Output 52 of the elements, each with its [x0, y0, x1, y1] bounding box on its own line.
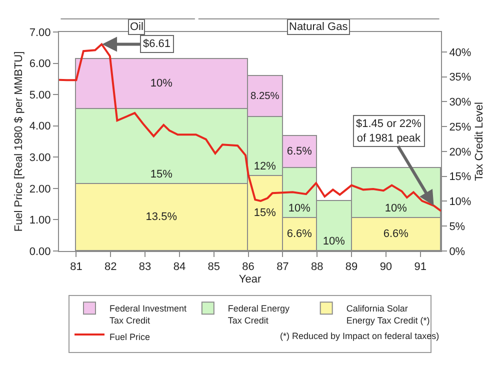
- legend-label: Federal Investment Tax Credit: [110, 304, 188, 326]
- x-axis-title: Year: [238, 273, 262, 286]
- x-tick-label: 85: [208, 261, 220, 274]
- y-tick-label: 7.00: [29, 26, 51, 39]
- y-tick-label: 4.00: [29, 120, 51, 133]
- data-label: 6.6%: [286, 228, 312, 240]
- x-tick-label: 88: [310, 261, 324, 274]
- y-tick-label: 6.00: [29, 58, 51, 70]
- annotation: $1.45 or 22% of 1981 peak: [356, 118, 422, 144]
- y2-tick-label: 0%: [449, 246, 466, 258]
- x-tick-label: 82: [104, 261, 117, 274]
- y2-tick-label: 5%: [449, 220, 466, 233]
- data-label: 10%: [288, 202, 311, 214]
- x-tick-label: 87: [276, 261, 289, 274]
- data-label: 10%: [384, 202, 408, 214]
- y2-tick-label: 35%: [449, 72, 472, 84]
- text: (*) Reduced by Impact on federal taxes): [280, 331, 440, 341]
- x-tick-label: 86: [242, 261, 254, 274]
- legend-label: Fuel Price: [110, 332, 150, 342]
- y-tick-label: 1.00: [29, 214, 51, 227]
- data-label: 6.6%: [383, 228, 409, 240]
- y2-tick-label: 25%: [449, 121, 472, 134]
- x-tick-label: 83: [138, 261, 152, 274]
- legend-label: California Solar Energy Tax Credit (*): [346, 304, 430, 326]
- y-tick-label: 5.00: [29, 89, 51, 102]
- data-label: 10%: [322, 236, 346, 248]
- y2-tick-label: 20%: [449, 146, 472, 158]
- data-label: 12%: [254, 160, 276, 172]
- x-tick-label: 90: [380, 261, 392, 274]
- y-tick-label: 3.00: [29, 152, 51, 164]
- data-label: 15%: [254, 207, 276, 219]
- data-label: 10%: [150, 78, 173, 90]
- y2-axis-title: Tax Credit Level: [474, 102, 486, 181]
- legend-label: Federal Energy Tax Credit: [228, 304, 290, 326]
- annotation: $6.61: [143, 38, 171, 50]
- x-tick-label: 81: [70, 261, 82, 274]
- data-label: 6.5%: [286, 146, 312, 158]
- y-tick-label: 0.00: [29, 246, 51, 258]
- y-axis-title: Fuel Price [Real 1980 $ per MMBTU]: [13, 51, 26, 232]
- y2-tick-label: 10%: [449, 196, 472, 208]
- data-label: 8.25%: [250, 90, 280, 102]
- data-label: 15%: [150, 168, 173, 180]
- x-tick-label: 91: [414, 261, 426, 274]
- y2-tick-label: 15%: [449, 171, 472, 184]
- data-label: 13.5%: [146, 211, 178, 223]
- annotation: Natural Gas: [289, 21, 348, 33]
- x-tick-label: 84: [173, 261, 186, 274]
- y2-tick-label: 30%: [449, 96, 472, 109]
- y-tick-label: 2.00: [29, 183, 51, 196]
- y2-tick-label: 40%: [449, 46, 472, 59]
- annotation: Oil: [130, 21, 144, 33]
- x-tick-label: 89: [345, 261, 358, 274]
